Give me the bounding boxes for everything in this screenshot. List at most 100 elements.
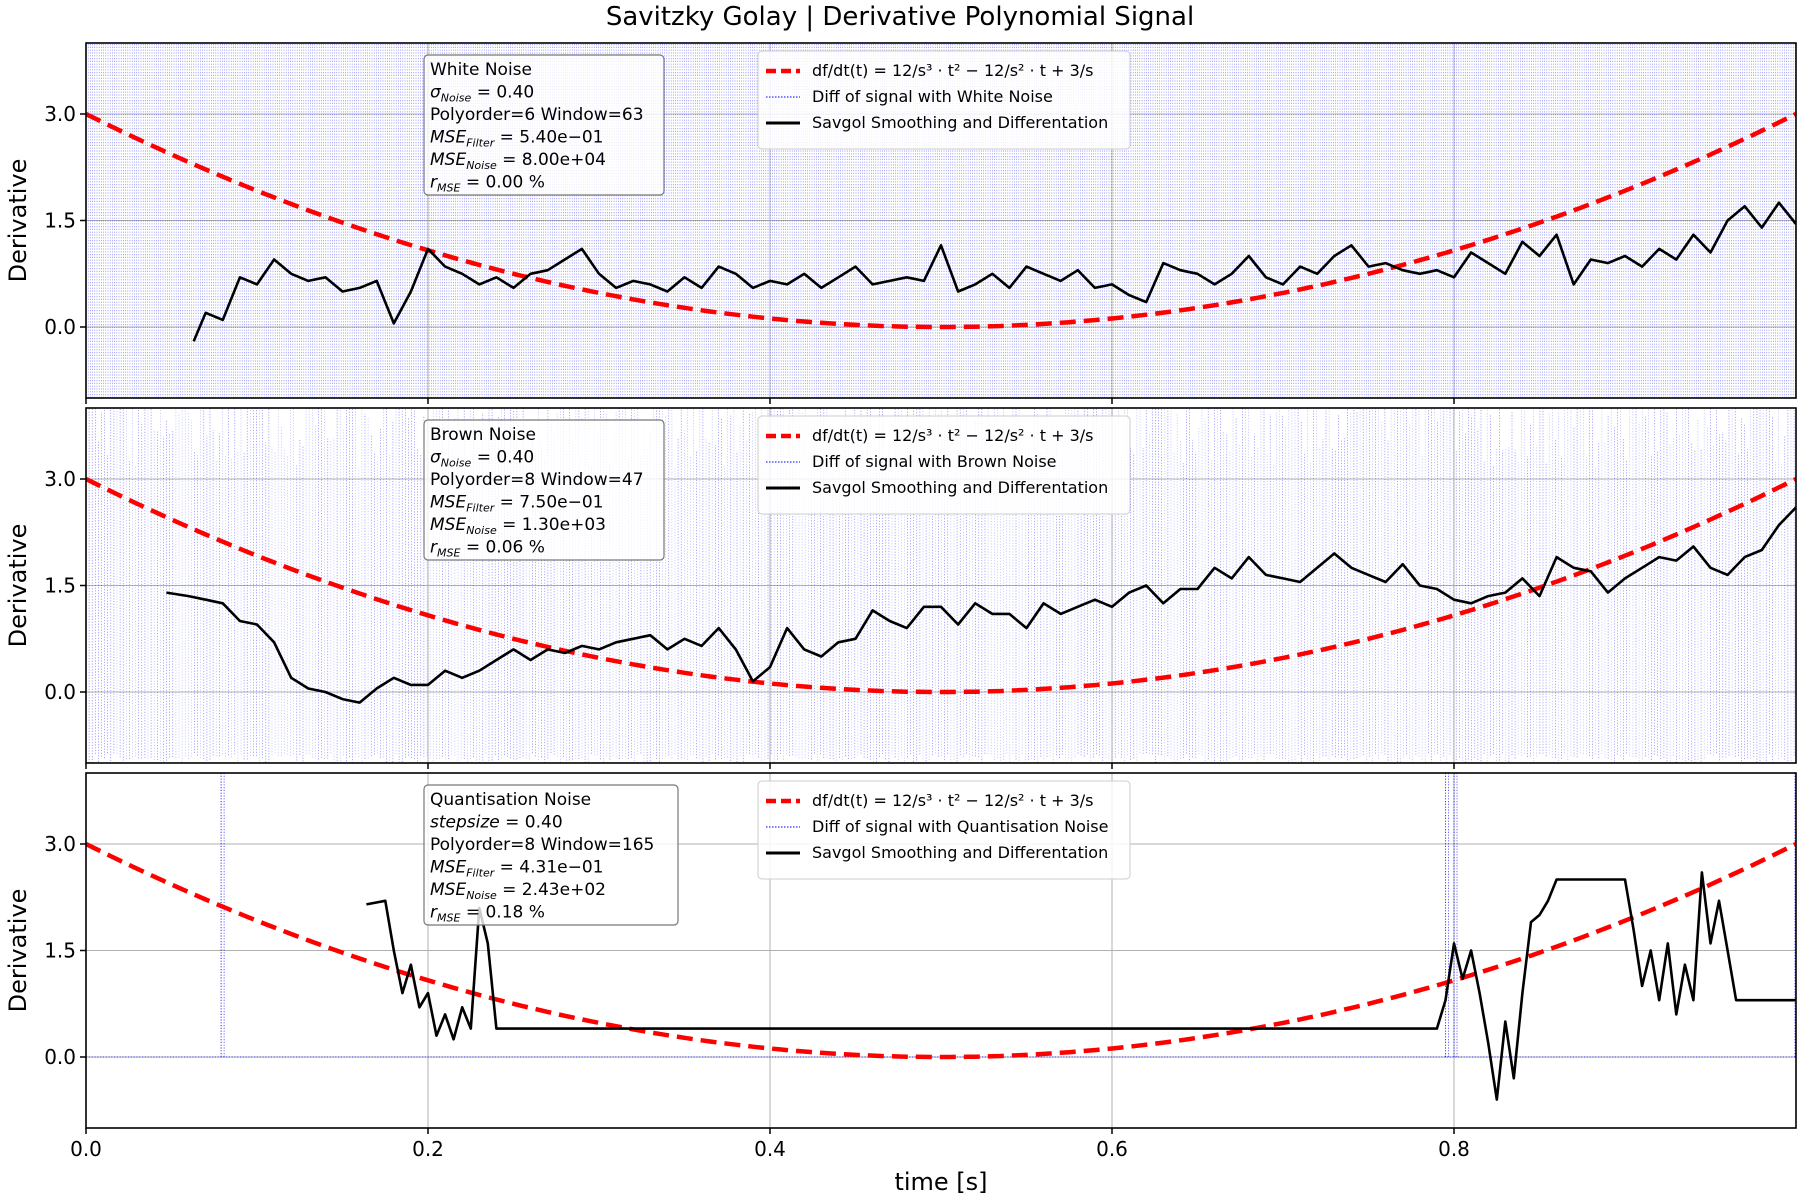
y-tick-label: 0.0 bbox=[44, 315, 76, 339]
legend: df/dt(t) = 12/s³ · t² − 12/s² · t + 3/s D… bbox=[757, 50, 1131, 150]
info-subscript: Noise bbox=[441, 457, 472, 470]
savgol-line bbox=[366, 871, 1796, 1101]
info-value: = 0.40 bbox=[500, 813, 563, 833]
plot-area bbox=[86, 43, 1796, 398]
y-tick-label: 1.5 bbox=[44, 574, 76, 598]
info-symbol: stepsize bbox=[430, 813, 500, 833]
legend-label-true: df/dt(t) = 12/s³ · t² − 12/s² · t + 3/s bbox=[812, 791, 1093, 810]
savgol-line bbox=[166, 506, 1796, 704]
info-line: MSEFilter = 7.50e−01 bbox=[430, 493, 604, 515]
info-symbol: MSE bbox=[430, 493, 466, 513]
info-value: = 0.40 bbox=[471, 448, 534, 468]
info-box-frame bbox=[423, 419, 665, 561]
info-line: rMSE = 0.18 % bbox=[430, 903, 545, 925]
info-symbol: r bbox=[430, 173, 438, 193]
legend-label-noise: Diff of signal with Quantisation Noise bbox=[812, 817, 1108, 836]
x-tick-label: 0.2 bbox=[412, 1137, 444, 1161]
y-tick-label: 1.5 bbox=[44, 939, 76, 963]
x-tick-label: 0.8 bbox=[1438, 1137, 1470, 1161]
info-value: = 1.30e+03 bbox=[497, 515, 606, 535]
info-subscript: Noise bbox=[441, 92, 472, 105]
info-line: MSEFilter = 5.40e−01 bbox=[430, 128, 604, 150]
x-tick-label: 0.0 bbox=[70, 1137, 102, 1161]
figure-title: Savitzky Golay | Derivative Polynomial S… bbox=[606, 2, 1194, 32]
info-value: = 5.40e−01 bbox=[494, 128, 603, 148]
true-derivative-line bbox=[86, 841, 1796, 1060]
info-line: Polyorder=6 Window=63 bbox=[430, 105, 644, 125]
legend-label-savgol: Savgol Smoothing and Differentation bbox=[812, 843, 1108, 862]
info-line: stepsize = 0.40 bbox=[430, 813, 563, 833]
legend-label-true: df/dt(t) = 12/s³ · t² − 12/s² · t + 3/s bbox=[812, 61, 1093, 80]
y-tick-label: 0.0 bbox=[44, 1045, 76, 1069]
chart-panel-3: 0.0 1.5 3.0 0.0 0.2 0.4 0.6 0.8 Derivative Quanti… bbox=[4, 772, 1797, 1161]
noise-name: Brown Noise bbox=[430, 425, 536, 445]
info-value: = 0.18 % bbox=[460, 903, 544, 923]
y-tick-label: 3.0 bbox=[44, 102, 76, 126]
info-value: = 8.00e+04 bbox=[497, 150, 606, 170]
legend-frame bbox=[757, 50, 1131, 150]
info-line: Polyorder=8 Window=165 bbox=[430, 835, 654, 855]
info-symbol: MSE bbox=[430, 128, 466, 148]
info-line: Polyorder=8 Window=47 bbox=[430, 470, 644, 490]
savgol-line bbox=[192, 201, 1796, 342]
y-tick-label: 0.0 bbox=[44, 680, 76, 704]
info-line: σNoise = 0.40 bbox=[430, 83, 534, 105]
info-box-frame bbox=[423, 54, 665, 196]
x-tick-label: 0.4 bbox=[754, 1137, 786, 1161]
info-value: = 4.31e−01 bbox=[494, 858, 603, 878]
legend-label-noise: Diff of signal with Brown Noise bbox=[812, 452, 1057, 471]
y-tick-label: 1.5 bbox=[44, 209, 76, 233]
info-symbol: r bbox=[430, 538, 438, 558]
y-axis-label: Derivative bbox=[4, 159, 32, 283]
info-line: rMSE = 0.06 % bbox=[430, 538, 545, 560]
info-value: = 0.00 % bbox=[460, 173, 544, 193]
y-axis-label: Derivative bbox=[4, 524, 32, 648]
noise-name: Quantisation Noise bbox=[430, 790, 591, 810]
legend-label-true: df/dt(t) = 12/s³ · t² − 12/s² · t + 3/s bbox=[812, 426, 1093, 445]
legend-frame bbox=[757, 780, 1131, 880]
info-subscript: Filter bbox=[466, 137, 496, 150]
info-line: σNoise = 0.40 bbox=[430, 448, 534, 470]
info-subscript: Noise bbox=[466, 524, 497, 537]
y-tick-label: 3.0 bbox=[44, 467, 76, 491]
y-tick-label: 3.0 bbox=[44, 832, 76, 856]
info-symbol: MSE bbox=[430, 880, 466, 900]
info-subscript: MSE bbox=[437, 547, 460, 560]
info-line: MSENoise = 8.00e+04 bbox=[430, 150, 606, 172]
plot-area bbox=[86, 773, 1796, 1128]
x-axis-label: time [s] bbox=[894, 1168, 987, 1196]
info-line: MSEFilter = 4.31e−01 bbox=[430, 858, 604, 880]
info-symbol: σ bbox=[430, 83, 442, 103]
plot-area bbox=[86, 408, 1796, 763]
legend-label-savgol: Savgol Smoothing and Differentation bbox=[812, 478, 1108, 497]
info-symbol: MSE bbox=[430, 515, 466, 535]
info-value: = 7.50e−01 bbox=[494, 493, 603, 513]
info-value: = 0.06 % bbox=[460, 538, 544, 558]
info-symbol: MSE bbox=[430, 150, 466, 170]
info-subscript: MSE bbox=[437, 912, 460, 925]
info-value: = 2.43e+02 bbox=[497, 880, 606, 900]
legend-label-savgol: Savgol Smoothing and Differentation bbox=[812, 113, 1108, 132]
info-subscript: Noise bbox=[466, 159, 497, 172]
x-tick-label: 0.6 bbox=[1096, 1137, 1128, 1161]
info-subscript: Filter bbox=[466, 502, 496, 515]
legend: df/dt(t) = 12/s³ · t² − 12/s² · t + 3/s D… bbox=[757, 780, 1131, 880]
info-line: MSENoise = 1.30e+03 bbox=[430, 515, 606, 537]
true-derivative-line bbox=[86, 111, 1796, 330]
info-symbol: σ bbox=[430, 448, 442, 468]
info-line: rMSE = 0.00 % bbox=[430, 173, 545, 195]
true-derivative-line bbox=[86, 476, 1796, 695]
legend-frame bbox=[757, 415, 1131, 515]
info-subscript: Noise bbox=[466, 889, 497, 902]
info-box-frame bbox=[423, 784, 679, 926]
info-subscript: MSE bbox=[437, 182, 460, 195]
info-box: Quantisation Noise stepsize = 0.40Polyord… bbox=[423, 784, 679, 926]
y-axis-label: Derivative bbox=[4, 889, 32, 1013]
legend-label-noise: Diff of signal with White Noise bbox=[812, 87, 1053, 106]
info-value: = 0.40 bbox=[471, 83, 534, 103]
